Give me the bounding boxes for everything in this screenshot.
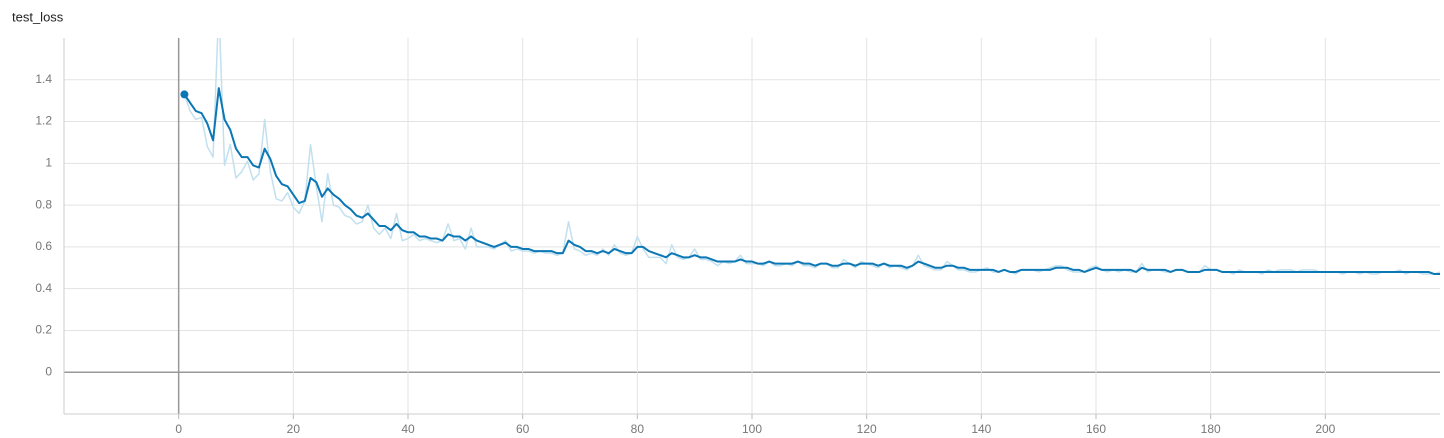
- x-tick-label: 100: [742, 422, 762, 436]
- x-tick-label: 160: [1086, 422, 1106, 436]
- x-tick-label: 0: [175, 422, 182, 436]
- chart-title: test_loss: [12, 9, 64, 24]
- smoothed-line: [183, 87, 1440, 276]
- x-tick-label: 60: [516, 422, 530, 436]
- axes: 0 0.2 0.4 0.6 0.8 1 1.2 1.4 0 20 40 60 80 100 120 140 16…: [35, 38, 1440, 436]
- plot-area: [180, 38, 1440, 276]
- x-tick-label: 120: [857, 422, 877, 436]
- y-tick-label: 0.6: [35, 239, 52, 253]
- y-tick-label: 0.4: [35, 281, 52, 295]
- x-tick-label: 80: [631, 422, 645, 436]
- point-marker: [180, 90, 189, 99]
- y-tick-label: 1: [45, 156, 52, 170]
- y-tick-label: 1.4: [35, 72, 52, 86]
- x-tick-label: 180: [1201, 422, 1221, 436]
- grid: [64, 38, 1440, 414]
- y-tick-label: 1.2: [35, 114, 52, 128]
- x-tick-label: 20: [287, 422, 301, 436]
- x-tick-label: 40: [401, 422, 415, 436]
- x-tick-label: 200: [1315, 422, 1335, 436]
- raw-line: [183, 38, 1440, 275]
- x-tick-label: 140: [971, 422, 991, 436]
- y-tick-label: 0.2: [35, 323, 52, 337]
- y-tick-label: 0: [45, 364, 52, 378]
- y-tick-label: 0.8: [35, 197, 52, 211]
